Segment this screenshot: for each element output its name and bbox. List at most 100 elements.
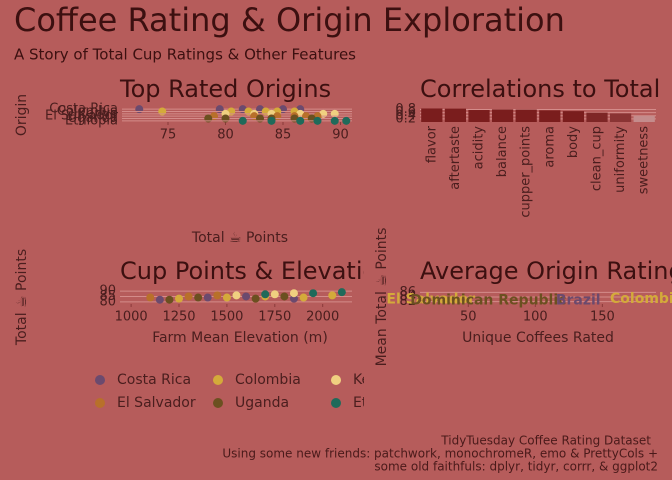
point — [296, 116, 305, 125]
panels: Top Rated Origins Total ☕ Points Origin 75 8… — [14, 75, 672, 411]
x-tick-label: balance — [495, 126, 510, 177]
y-tick-label: 0.4 — [395, 108, 416, 123]
y-tick-label: 82 — [399, 294, 416, 309]
x-tick-label: body — [566, 126, 581, 158]
x-axis-label: Total ☕ Points — [191, 230, 288, 246]
point — [165, 295, 174, 304]
x-tick-label: 1500 — [210, 310, 243, 325]
bar — [515, 109, 537, 122]
point — [328, 291, 337, 300]
panel: Cup Points & Elevation Farm Mean Elevatio… — [14, 249, 410, 411]
point — [238, 116, 247, 125]
y-tick-label: Ethiopia — [65, 113, 118, 128]
point-label: Colombia — [610, 291, 672, 307]
y-tick-label: Colombia — [57, 104, 118, 119]
panel: Average Origin Rating Unique Coffees Rate… — [374, 228, 672, 367]
x-tick-label: 1750 — [258, 310, 291, 325]
x-axis-label: Unique Coffees Rated — [462, 330, 614, 346]
point — [184, 292, 193, 301]
x-tick-label: 75 — [160, 128, 177, 143]
bar — [586, 112, 608, 122]
x-tick-label: sweetness — [637, 126, 652, 195]
panel-title: Average Origin Rating — [420, 257, 672, 285]
point-label: Dominican Republic — [410, 293, 566, 309]
point — [280, 292, 289, 301]
x-tick-label: 1000 — [115, 310, 148, 325]
y-tick-label: Costa Rica — [49, 102, 118, 117]
point-label: El Salvador — [386, 291, 475, 307]
x-tick-label: 1250 — [162, 310, 195, 325]
legend-label: Colombia — [235, 372, 301, 388]
point — [232, 291, 241, 300]
point — [155, 295, 164, 304]
panel: Correlations to Total 0.20.40.60.8 flavor a… — [395, 75, 660, 218]
point — [299, 293, 308, 302]
point — [313, 116, 322, 125]
caption: Using some new friends: patchwork, monoc… — [222, 447, 658, 461]
x-tick-label: 100 — [523, 310, 548, 325]
caption: some old faithfuls: dplyr, tidyr, corrr,… — [374, 460, 658, 474]
legend-swatch — [95, 398, 105, 408]
y-axis-label: Mean Total ☕ Points — [374, 228, 390, 367]
legend-label: Ethiopia — [353, 395, 410, 411]
bar — [562, 111, 585, 122]
legend-swatch — [331, 398, 341, 408]
x-tick-label: acidity — [472, 126, 487, 170]
x-tick-label: flavor — [424, 125, 439, 163]
panel-title: Correlations to Total — [420, 75, 660, 103]
y-tick-label: El Salvador — [45, 109, 119, 124]
y-tick-label: 86 — [399, 285, 416, 300]
point — [242, 292, 251, 301]
bar — [609, 113, 632, 122]
point — [270, 290, 279, 299]
x-tick-label: uniformity — [613, 126, 628, 193]
point — [222, 293, 231, 302]
legend-swatch — [213, 375, 223, 385]
bar — [633, 115, 655, 122]
x-axis-label: Farm Mean Elevation (m) — [152, 330, 328, 346]
bar — [491, 109, 514, 122]
y-tick-label: Uganda — [68, 111, 118, 126]
bar — [421, 108, 443, 122]
panel: Top Rated Origins Total ☕ Points Origin 75 8… — [14, 75, 352, 246]
x-tick-label: 80 — [217, 128, 234, 143]
legend-swatch — [331, 375, 341, 385]
y-tick-label: 0.2 — [395, 111, 416, 126]
legend-label: Uganda — [235, 395, 289, 411]
x-tick-label: 50 — [460, 310, 477, 325]
x-tick-label: 150 — [590, 310, 615, 325]
caption: TidyTuesday Coffee Rating Dataset — [440, 434, 651, 448]
x-tick-label: clean_cup — [590, 126, 605, 191]
x-tick-label: cupper_points — [519, 126, 534, 218]
y-axis-label: Origin — [14, 94, 30, 136]
legend-swatch — [213, 398, 223, 408]
y-tick-label: 0.8 — [395, 102, 416, 117]
bar — [468, 110, 490, 122]
point — [309, 289, 318, 298]
panel-title: Top Rated Origins — [119, 75, 331, 103]
point — [330, 116, 339, 125]
legend-label: Kenya — [353, 372, 396, 388]
point — [261, 290, 270, 299]
y-axis-label: Total ☕ Points — [14, 249, 30, 346]
panel-title: Cup Points & Elevation — [120, 257, 392, 285]
bar — [539, 110, 561, 122]
legend-label: Costa Rica — [117, 372, 191, 388]
y-tick-label: Kenya — [78, 106, 118, 121]
y-tick-label: 84 — [399, 290, 416, 305]
point — [337, 288, 346, 297]
y-tick-label: 90 — [99, 284, 116, 299]
legend-swatch — [95, 375, 105, 385]
point — [146, 293, 155, 302]
point — [289, 289, 298, 298]
y-tick-label: 0.6 — [395, 105, 416, 120]
point — [251, 294, 260, 303]
x-tick-label: 2000 — [306, 310, 339, 325]
x-tick-label: 85 — [275, 128, 292, 143]
page-title: Coffee Rating & Origin Exploration — [14, 1, 565, 39]
point — [203, 293, 212, 302]
page-subtitle: A Story of Total Cup Ratings & Other Fea… — [14, 46, 356, 64]
point — [213, 291, 222, 300]
y-tick-label: 85 — [99, 289, 116, 304]
